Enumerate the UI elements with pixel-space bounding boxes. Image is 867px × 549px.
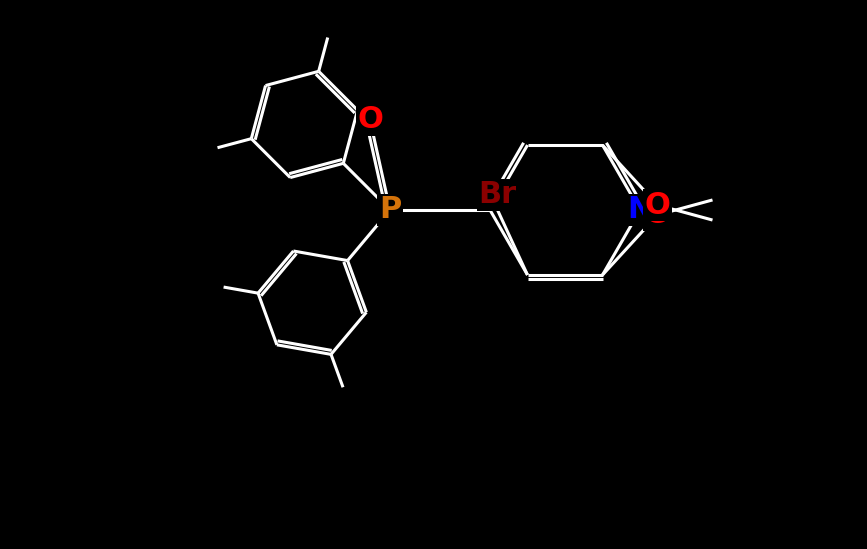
Text: P: P <box>379 195 401 225</box>
Text: O: O <box>357 105 383 135</box>
Text: N: N <box>628 195 653 225</box>
Text: O: O <box>644 200 670 229</box>
Text: O: O <box>644 191 670 220</box>
Text: Br: Br <box>479 181 517 210</box>
